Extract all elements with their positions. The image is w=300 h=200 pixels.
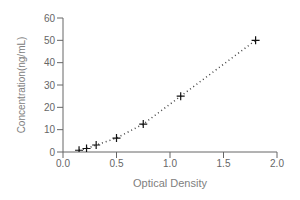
svg-text:30: 30 [44, 80, 56, 91]
svg-text:40: 40 [44, 57, 56, 68]
svg-text:10: 10 [44, 124, 56, 135]
svg-text:Concentration(ng/mL): Concentration(ng/mL) [16, 37, 27, 134]
svg-text:2.0: 2.0 [270, 158, 284, 169]
svg-text:60: 60 [44, 13, 56, 24]
svg-text:20: 20 [44, 102, 56, 113]
svg-text:0: 0 [49, 147, 55, 158]
svg-text:0.5: 0.5 [110, 158, 124, 169]
svg-text:1.5: 1.5 [217, 158, 231, 169]
svg-text:Optical Density: Optical Density [133, 177, 207, 189]
svg-text:1.0: 1.0 [163, 158, 177, 169]
svg-text:50: 50 [44, 35, 56, 46]
svg-text:0.0: 0.0 [56, 158, 70, 169]
